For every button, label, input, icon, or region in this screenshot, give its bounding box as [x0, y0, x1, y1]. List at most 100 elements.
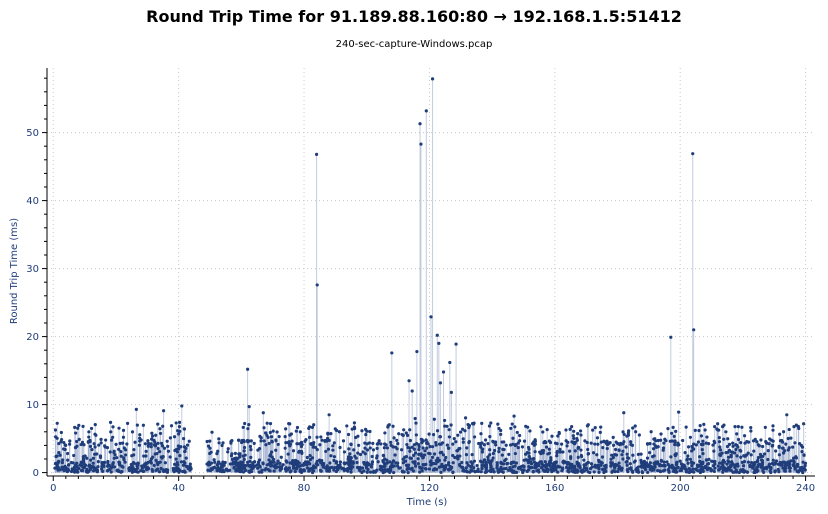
data-point — [349, 465, 353, 469]
data-point — [75, 439, 79, 444]
data-point — [187, 439, 191, 443]
data-point — [522, 439, 527, 443]
data-point — [319, 469, 323, 473]
data-point — [662, 460, 666, 464]
data-point — [287, 421, 291, 426]
data-point — [101, 469, 105, 474]
data-point — [63, 447, 67, 452]
data-point — [578, 429, 583, 433]
data-point — [177, 470, 181, 474]
data-point — [480, 466, 484, 471]
data-point — [664, 439, 668, 443]
data-point — [445, 424, 449, 428]
data-point — [159, 466, 163, 471]
data-point — [185, 443, 190, 447]
data-point — [749, 425, 753, 430]
data-point — [375, 454, 379, 458]
data-point — [293, 469, 297, 474]
data-point — [375, 442, 379, 446]
data-point — [792, 456, 796, 460]
data-point — [666, 468, 671, 472]
data-point — [314, 152, 319, 156]
data-point — [673, 442, 677, 447]
data-point — [249, 455, 253, 459]
data-point — [521, 470, 525, 475]
data-point — [797, 426, 801, 431]
data-point — [360, 429, 364, 433]
data-point — [371, 448, 376, 452]
data-point — [328, 461, 332, 465]
data-point — [81, 424, 85, 428]
data-point — [759, 455, 763, 459]
data-point — [788, 469, 792, 473]
data-point — [715, 427, 719, 431]
data-point — [712, 469, 716, 474]
data-point — [749, 453, 753, 457]
data-point — [66, 458, 70, 462]
data-point — [483, 470, 488, 475]
data-point — [354, 435, 358, 440]
data-point — [54, 435, 58, 439]
data-point — [213, 460, 217, 464]
data-point — [683, 450, 687, 455]
data-point — [75, 461, 79, 465]
data-point — [265, 421, 269, 425]
data-point — [597, 466, 601, 470]
data-point — [687, 467, 691, 471]
data-point — [480, 450, 484, 454]
data-point — [106, 468, 110, 473]
data-point — [692, 470, 696, 474]
data-point — [454, 440, 458, 444]
data-point — [698, 469, 702, 474]
data-point — [492, 448, 497, 453]
data-point — [342, 450, 347, 454]
data-point — [268, 460, 272, 464]
data-point — [701, 451, 705, 456]
data-point — [532, 456, 536, 461]
data-point — [368, 446, 372, 450]
data-point — [431, 468, 436, 472]
data-point — [780, 462, 784, 467]
data-point — [735, 443, 739, 447]
data-point — [248, 459, 252, 463]
data-point — [600, 455, 605, 459]
data-point — [358, 467, 362, 471]
data-point — [599, 460, 603, 464]
data-point — [803, 464, 807, 468]
data-point — [718, 467, 722, 471]
data-point — [700, 466, 704, 470]
data-point — [130, 430, 135, 434]
data-point — [53, 461, 58, 466]
data-point — [681, 438, 685, 443]
data-point — [560, 442, 564, 446]
data-point — [586, 470, 590, 474]
data-point — [207, 460, 211, 464]
data-point — [465, 461, 469, 465]
data-point — [230, 452, 234, 456]
data-point — [55, 421, 59, 425]
data-point — [796, 470, 801, 474]
data-point — [690, 444, 694, 449]
data-point — [707, 462, 711, 466]
data-point — [648, 461, 652, 465]
data-point — [217, 441, 221, 445]
data-point — [112, 465, 117, 469]
data-point — [385, 446, 389, 450]
data-point — [515, 430, 519, 435]
data-point — [564, 428, 568, 432]
data-point — [91, 465, 95, 469]
data-point — [504, 466, 508, 471]
data-point — [369, 465, 374, 469]
data-point — [263, 468, 267, 472]
data-point — [640, 464, 644, 469]
data-point — [383, 457, 387, 461]
data-point — [414, 464, 418, 468]
data-point — [403, 455, 407, 459]
data-point — [599, 425, 603, 429]
data-point — [63, 464, 67, 469]
data-point — [716, 422, 720, 426]
data-point — [288, 470, 292, 474]
data-point — [269, 463, 274, 467]
data-point — [295, 466, 299, 471]
data-point — [334, 461, 338, 465]
